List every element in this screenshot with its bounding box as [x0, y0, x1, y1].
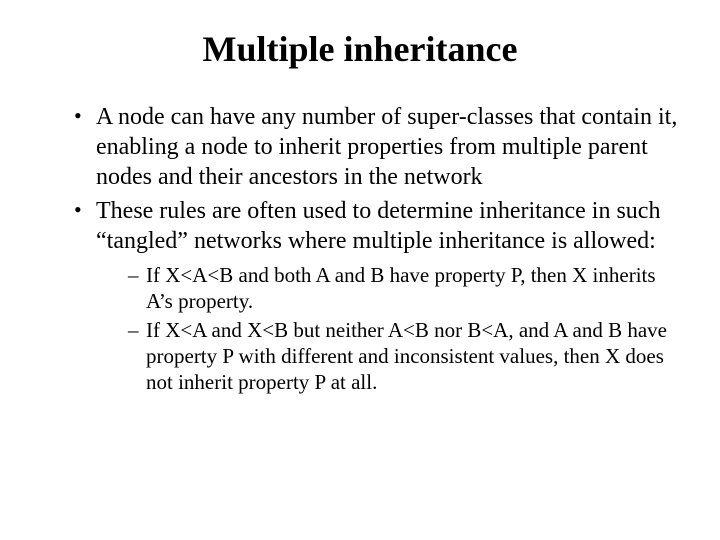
- slide: Multiple inheritance A node can have any…: [0, 0, 720, 540]
- bullet-item-2: These rules are often used to determine …: [78, 196, 680, 395]
- slide-title: Multiple inheritance: [40, 28, 680, 70]
- sub-bullet-list: If X<A<B and both A and B have property …: [96, 262, 680, 395]
- sub-bullet-1: If X<A<B and both A and B have property …: [130, 262, 680, 315]
- bullet-item-2-text: These rules are often used to determine …: [96, 198, 660, 254]
- bullet-list: A node can have any number of super-clas…: [40, 102, 680, 395]
- sub-bullet-2: If X<A and X<B but neither A<B nor B<A, …: [130, 317, 680, 396]
- bullet-item-1: A node can have any number of super-clas…: [78, 102, 680, 192]
